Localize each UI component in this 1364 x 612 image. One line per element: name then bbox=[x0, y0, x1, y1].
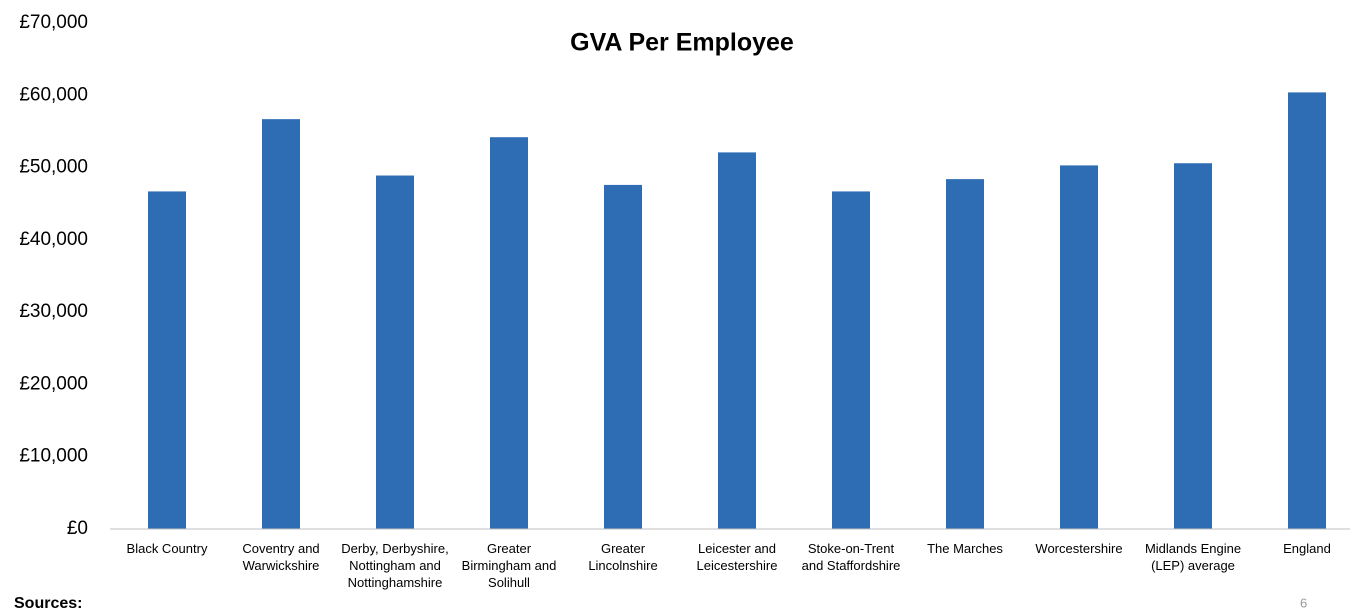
x-tick-label: Leicester and Leicestershire bbox=[696, 541, 778, 573]
bar bbox=[718, 152, 756, 530]
bar bbox=[262, 119, 300, 529]
bar bbox=[946, 179, 984, 529]
x-tick-label: Black Country bbox=[126, 541, 208, 556]
x-tick-label: Greater Lincolnshire bbox=[588, 541, 658, 573]
x-tick-label: The Marches bbox=[927, 541, 1003, 556]
chart-title: GVA Per Employee bbox=[570, 29, 794, 57]
bar bbox=[1060, 165, 1098, 529]
y-tick-label: £70,000 bbox=[19, 12, 88, 33]
bar bbox=[376, 175, 414, 529]
page-number: 6 bbox=[1300, 595, 1307, 610]
y-tick-label: £30,000 bbox=[19, 301, 88, 322]
x-tick-label: Greater Birmingham and Solihull bbox=[461, 541, 557, 590]
y-tick-label: £20,000 bbox=[19, 373, 88, 394]
bar bbox=[604, 184, 642, 530]
bar bbox=[832, 191, 870, 529]
y-tick-label: £0 bbox=[67, 518, 88, 539]
x-tick-label: Worcestershire bbox=[1035, 541, 1123, 556]
y-tick-label: £10,000 bbox=[19, 446, 88, 467]
bar bbox=[148, 191, 186, 529]
y-tick-label: £50,000 bbox=[19, 157, 88, 178]
x-tick-label: Midlands Engine (LEP) average bbox=[1144, 541, 1242, 573]
x-tick-label: Derby, Derbyshire, Nottingham and Nottin… bbox=[341, 541, 449, 590]
x-tick-label: Stoke-on-Trent and Staffordshire bbox=[801, 541, 901, 573]
x-tick-label: England bbox=[1283, 541, 1331, 556]
x-tick-label: Coventry and Warwickshire bbox=[242, 541, 320, 573]
bar bbox=[490, 137, 528, 529]
y-tick-label: £60,000 bbox=[19, 84, 88, 105]
y-tick-label: £40,000 bbox=[19, 229, 88, 250]
sources-label: Sources: bbox=[14, 595, 82, 612]
bar bbox=[1288, 92, 1326, 529]
bar bbox=[1174, 163, 1212, 529]
